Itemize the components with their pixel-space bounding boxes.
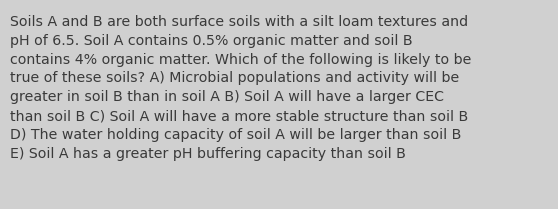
Text: Soils A and B are both surface soils with a silt loam textures and
pH of 6.5. So: Soils A and B are both surface soils wit… [10,15,472,161]
